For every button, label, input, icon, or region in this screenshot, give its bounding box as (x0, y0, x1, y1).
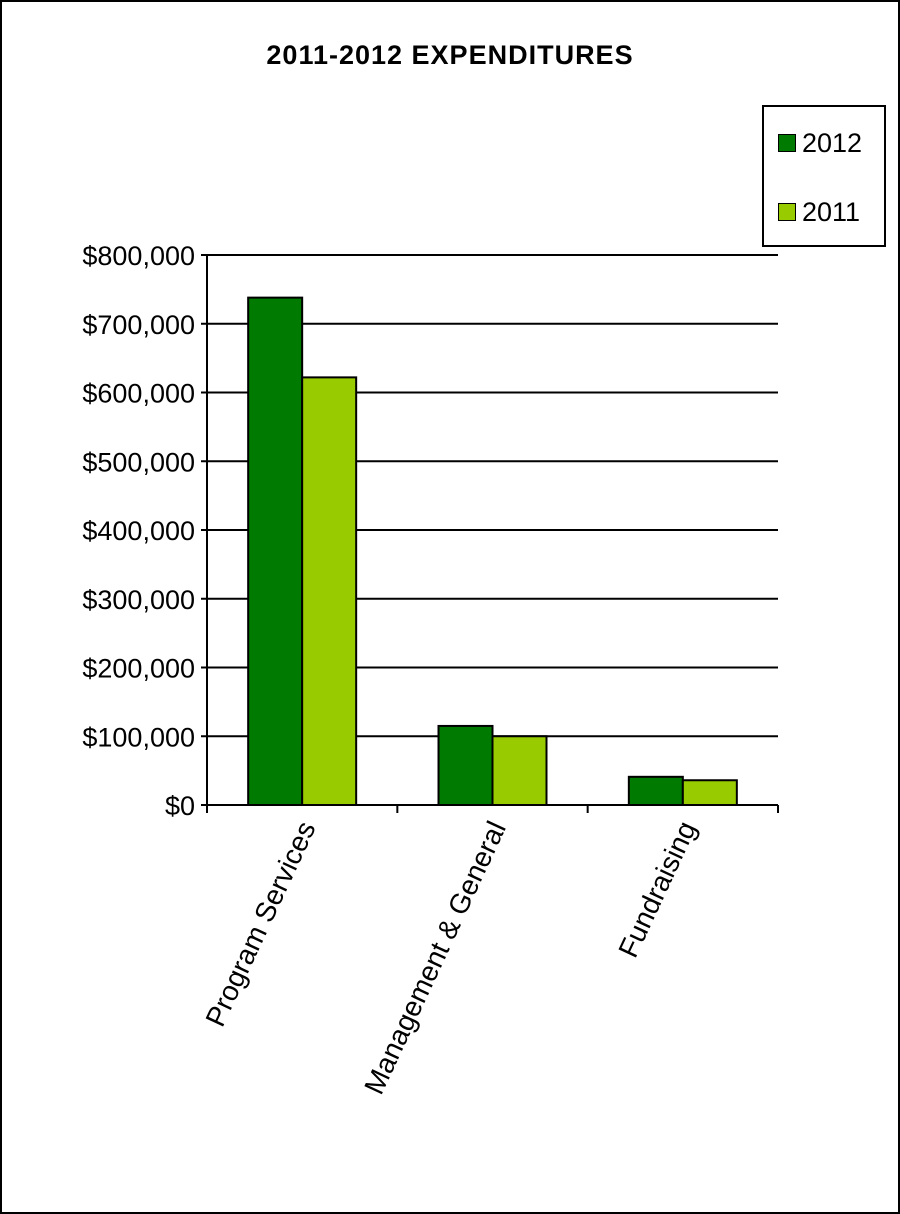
bar-2011-1 (491, 735, 548, 806)
legend: 2012 2011 (762, 105, 886, 247)
y-tick-label: $400,000 (82, 516, 195, 546)
y-tick-label: $800,000 (82, 241, 195, 271)
chart-title: 2011-2012 EXPENDITURES (266, 40, 634, 70)
bar-2012-2 (627, 775, 684, 806)
legend-label-2011: 2011 (802, 196, 861, 227)
legend-swatch-2011 (778, 203, 796, 221)
legend-label-2012: 2012 (802, 127, 863, 158)
x-tick-label: Program Services (199, 816, 321, 1031)
y-tick-label: $500,000 (82, 447, 195, 477)
legend-item-2012: 2012 (778, 127, 862, 159)
bar-2012-1 (437, 724, 494, 806)
bar-2012-0 (247, 296, 304, 806)
y-tick-label: $0 (165, 791, 195, 821)
y-tick-label: $600,000 (82, 379, 195, 409)
y-tick-label: $200,000 (82, 654, 195, 684)
x-tick-label: Management & General (358, 816, 512, 1099)
y-tick-label: $300,000 (82, 585, 195, 615)
y-tick-label: $100,000 (82, 722, 195, 752)
x-tick-label: Fundraising (612, 816, 702, 962)
legend-swatch-2012 (778, 134, 796, 152)
legend-item-2011: 2011 (778, 196, 860, 228)
bar-2011-0 (301, 376, 358, 806)
bar-2011-2 (681, 779, 738, 806)
y-tick-label: $700,000 (82, 310, 195, 340)
